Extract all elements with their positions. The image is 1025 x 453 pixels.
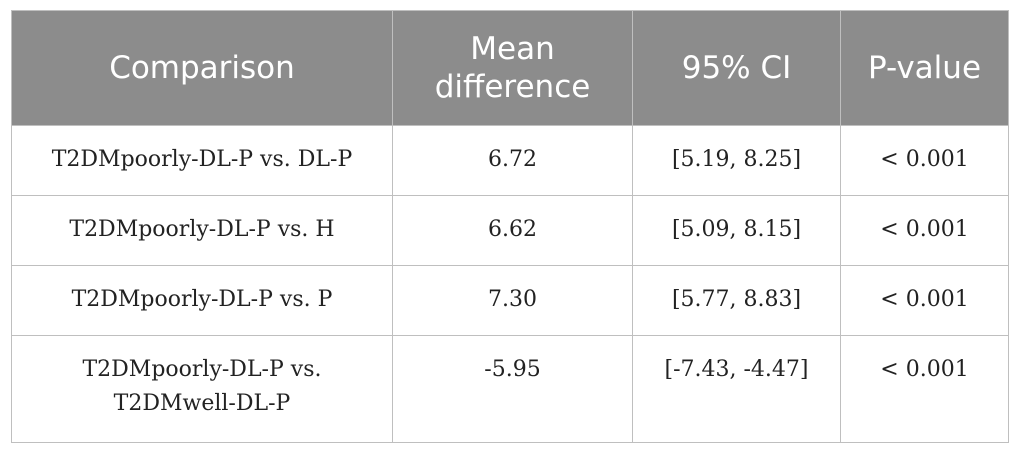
header-mean-difference: Mean difference — [392, 10, 633, 126]
cell-mean-difference: -5.95 — [392, 335, 633, 443]
table-row: T2DMpoorly-DL-P vs. H 6.62 [5.09, 8.15] … — [11, 195, 1009, 266]
table-row: T2DMpoorly-DL-P vs. P 7.30 [5.77, 8.83] … — [11, 265, 1009, 336]
cell-95-ci: [5.77, 8.83] — [632, 265, 841, 336]
cell-95-ci: [-7.43, -4.47] — [632, 335, 841, 443]
cell-mean-difference: 7.30 — [392, 265, 633, 336]
cell-p-value: < 0.001 — [840, 335, 1009, 443]
cell-comparison: T2DMpoorly-DL-P vs. T2DMwell-DL-P — [11, 335, 393, 443]
comparison-table-container: Comparison Mean difference 95% CI P-valu… — [11, 10, 1009, 443]
cell-p-value: < 0.001 — [840, 195, 1009, 266]
header-row: Comparison Mean difference 95% CI P-valu… — [11, 10, 1009, 126]
table-row: T2DMpoorly-DL-P vs. T2DMwell-DL-P -5.95 … — [11, 335, 1009, 443]
header-p-value: P-value — [840, 10, 1009, 126]
table-header: Comparison Mean difference 95% CI P-valu… — [11, 10, 1009, 126]
cell-comparison: T2DMpoorly-DL-P vs. P — [11, 265, 393, 336]
header-95-ci: 95% CI — [632, 10, 841, 126]
cell-mean-difference: 6.62 — [392, 195, 633, 266]
comparison-table: Comparison Mean difference 95% CI P-valu… — [11, 10, 1009, 443]
table-row: T2DMpoorly-DL-P vs. DL-P 6.72 [5.19, 8.2… — [11, 125, 1009, 196]
cell-p-value: < 0.001 — [840, 125, 1009, 196]
header-comparison: Comparison — [11, 10, 393, 126]
cell-95-ci: [5.09, 8.15] — [632, 195, 841, 266]
cell-95-ci: [5.19, 8.25] — [632, 125, 841, 196]
cell-p-value: < 0.001 — [840, 265, 1009, 336]
cell-comparison: T2DMpoorly-DL-P vs. H — [11, 195, 393, 266]
table-body: T2DMpoorly-DL-P vs. DL-P 6.72 [5.19, 8.2… — [11, 125, 1009, 443]
cell-comparison: T2DMpoorly-DL-P vs. DL-P — [11, 125, 393, 196]
cell-mean-difference: 6.72 — [392, 125, 633, 196]
